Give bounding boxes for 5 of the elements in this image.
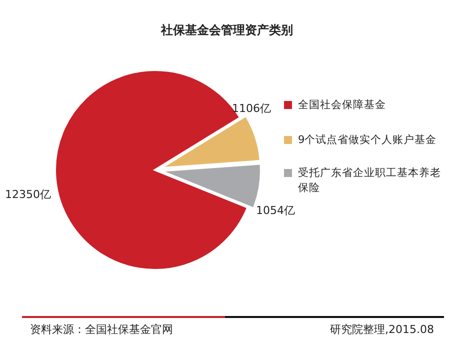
- annotation: 研究院整理,2015.08: [330, 322, 434, 337]
- title: 社保基金会管理资产类别: [160, 22, 294, 39]
- legend-label: 9个试点省做实个人账户基金: [298, 133, 437, 148]
- legend-label: 全国社会保障基金: [298, 98, 386, 113]
- annotation: 资料来源：全国社保基金官网: [30, 322, 173, 337]
